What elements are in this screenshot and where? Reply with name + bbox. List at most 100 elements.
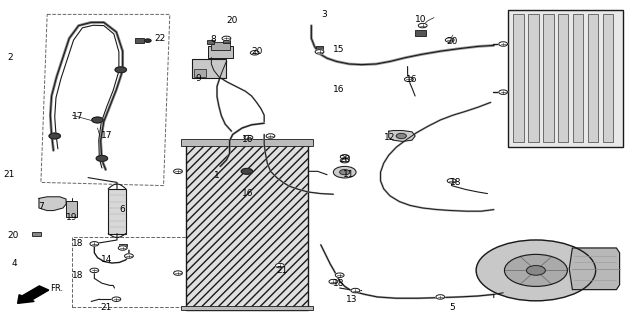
Text: 11: 11 xyxy=(343,170,354,179)
Circle shape xyxy=(125,254,133,258)
Text: 3: 3 xyxy=(321,10,326,19)
Circle shape xyxy=(49,133,60,139)
FancyArrow shape xyxy=(18,286,49,303)
Circle shape xyxy=(436,295,445,299)
Circle shape xyxy=(276,263,284,268)
Text: 9: 9 xyxy=(195,74,201,83)
Circle shape xyxy=(499,42,508,46)
Text: 16: 16 xyxy=(242,189,253,198)
Circle shape xyxy=(90,242,99,246)
Circle shape xyxy=(118,246,127,250)
Circle shape xyxy=(351,288,360,293)
Circle shape xyxy=(418,23,427,28)
Bar xyxy=(415,30,426,36)
Text: 16: 16 xyxy=(333,85,345,94)
Bar xyxy=(66,201,77,217)
Bar xyxy=(508,10,623,147)
Circle shape xyxy=(333,166,356,178)
Circle shape xyxy=(340,170,350,175)
Bar xyxy=(181,306,313,310)
Polygon shape xyxy=(39,197,66,211)
Text: 16: 16 xyxy=(406,76,417,84)
Text: 18: 18 xyxy=(72,239,84,248)
Bar xyxy=(573,14,583,142)
Text: 8: 8 xyxy=(211,36,216,44)
Circle shape xyxy=(315,50,324,54)
Bar xyxy=(119,244,127,248)
Text: 2: 2 xyxy=(8,53,13,62)
Text: 21: 21 xyxy=(277,266,288,275)
Bar xyxy=(558,14,569,142)
Text: 5: 5 xyxy=(450,303,455,312)
Circle shape xyxy=(499,90,508,94)
Polygon shape xyxy=(389,131,415,141)
Text: 6: 6 xyxy=(120,205,125,214)
Circle shape xyxy=(250,51,259,55)
Bar xyxy=(181,139,313,146)
Bar xyxy=(33,232,40,236)
Circle shape xyxy=(329,279,338,284)
Circle shape xyxy=(335,273,344,277)
Circle shape xyxy=(504,254,567,286)
Text: 20: 20 xyxy=(8,231,19,240)
Text: 12: 12 xyxy=(384,133,395,142)
Circle shape xyxy=(526,266,545,275)
Text: 15: 15 xyxy=(333,45,345,54)
Text: 21: 21 xyxy=(101,303,112,312)
Bar xyxy=(208,46,233,58)
Circle shape xyxy=(340,155,349,159)
Text: 18: 18 xyxy=(333,279,345,288)
Text: 20: 20 xyxy=(226,16,238,25)
Circle shape xyxy=(112,297,121,301)
Bar xyxy=(528,14,538,142)
Text: 17: 17 xyxy=(72,112,84,121)
Circle shape xyxy=(340,158,349,163)
Circle shape xyxy=(404,77,413,82)
Circle shape xyxy=(396,133,406,139)
Bar xyxy=(108,189,126,234)
Circle shape xyxy=(174,271,182,275)
Bar xyxy=(72,237,189,307)
Text: 13: 13 xyxy=(346,295,357,304)
Bar xyxy=(513,14,524,142)
Text: 17: 17 xyxy=(101,132,112,140)
Bar xyxy=(316,46,323,50)
Circle shape xyxy=(244,135,253,140)
Text: 22: 22 xyxy=(154,34,165,43)
Circle shape xyxy=(145,39,151,42)
Bar xyxy=(211,42,230,50)
Text: 4: 4 xyxy=(11,260,17,268)
Circle shape xyxy=(174,169,182,173)
Polygon shape xyxy=(569,248,620,290)
Circle shape xyxy=(115,67,126,73)
Text: 21: 21 xyxy=(3,170,14,179)
Text: 18: 18 xyxy=(450,178,461,187)
Circle shape xyxy=(476,240,596,301)
Bar xyxy=(186,141,308,310)
Bar xyxy=(135,38,145,43)
Circle shape xyxy=(92,117,103,123)
Text: 10: 10 xyxy=(415,15,426,24)
Bar xyxy=(543,14,554,142)
Circle shape xyxy=(90,268,99,273)
Circle shape xyxy=(447,179,456,183)
Text: 1: 1 xyxy=(214,172,220,180)
Bar xyxy=(588,14,598,142)
Bar xyxy=(207,40,214,44)
Circle shape xyxy=(222,36,231,41)
Circle shape xyxy=(96,156,108,161)
Bar xyxy=(603,14,613,142)
Bar xyxy=(223,39,230,43)
Text: 20: 20 xyxy=(447,37,458,46)
Text: 19: 19 xyxy=(66,213,77,222)
Text: 7: 7 xyxy=(38,202,43,211)
Text: 18: 18 xyxy=(72,271,84,280)
Text: 20: 20 xyxy=(340,156,351,164)
Bar xyxy=(192,59,226,78)
Circle shape xyxy=(241,168,252,174)
Text: 14: 14 xyxy=(101,255,112,264)
Text: 16: 16 xyxy=(242,135,253,144)
Circle shape xyxy=(266,134,275,138)
Circle shape xyxy=(445,38,454,42)
Text: 20: 20 xyxy=(252,47,263,56)
